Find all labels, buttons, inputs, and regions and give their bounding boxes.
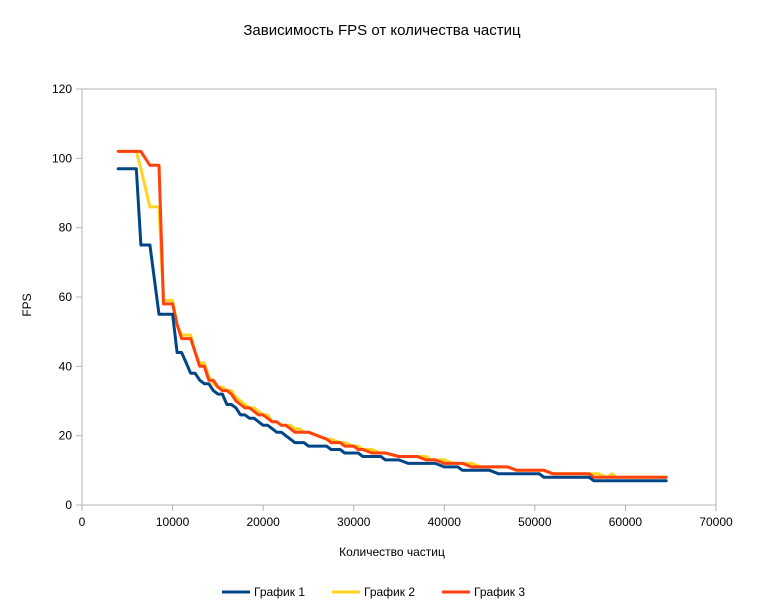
y-tick-label: 60 — [59, 290, 73, 304]
y-axis-title: FPS — [20, 293, 34, 316]
legend-label: График 2 — [364, 585, 415, 599]
x-tick-label: 20000 — [246, 515, 280, 529]
legend: График 1 График 2 График 3 — [222, 585, 525, 599]
plot-area-frame — [81, 88, 717, 506]
x-tick-label: 70000 — [699, 515, 733, 529]
series-line-2 — [116, 149, 668, 479]
x-tick-label: 10000 — [156, 515, 190, 529]
x-tick-label: 30000 — [337, 515, 371, 529]
legend-label: График 3 — [474, 585, 525, 599]
legend-label: График 1 — [254, 585, 305, 599]
y-tick-label: 20 — [59, 429, 73, 443]
x-tick-label: 40000 — [428, 515, 462, 529]
x-tick-label: 50000 — [518, 515, 552, 529]
series-line-1 — [116, 167, 668, 483]
x-tick-label: 60000 — [609, 515, 643, 529]
y-tick-label: 80 — [59, 221, 73, 235]
series-lines — [116, 149, 668, 483]
x-tick-label: 0 — [79, 515, 86, 529]
x-axis: 0 10000 20000 30000 40000 50000 60000 70000 — [79, 505, 733, 529]
y-tick-label: 40 — [59, 359, 73, 373]
y-tick-label: 100 — [52, 151, 72, 165]
y-axis: 0 20 40 60 80 100 120 — [52, 82, 82, 512]
series-line-3 — [116, 149, 668, 479]
y-tick-label: 0 — [65, 498, 72, 512]
chart-title: Зависимость FPS от количества частиц — [243, 22, 521, 39]
x-axis-title: Количество частиц — [339, 545, 445, 559]
y-tick-label: 120 — [52, 82, 72, 96]
